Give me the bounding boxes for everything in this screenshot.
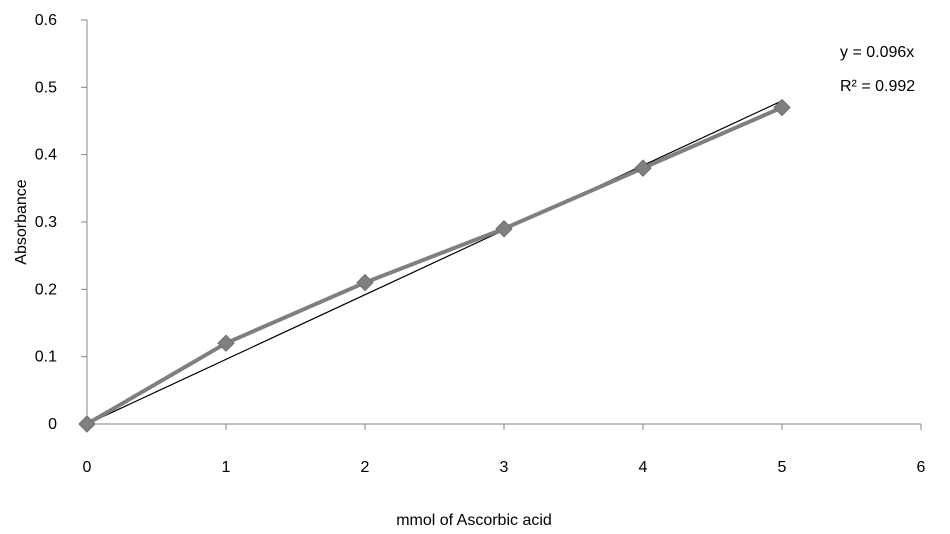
x-tick-label: 5 (778, 459, 787, 476)
y-tick-label: 0.2 (35, 281, 57, 298)
series-line (85, 105, 783, 426)
x-tick-label: 2 (361, 459, 370, 476)
trendline-r-squared: R² = 0.992 (840, 78, 915, 95)
y-tick-label: 0.6 (35, 12, 57, 29)
data-point-marker (356, 273, 374, 292)
y-axis-title: Absorbance (13, 179, 30, 264)
trendline-equation: y = 0.096x (840, 44, 914, 61)
x-tick-label: 4 (639, 459, 648, 476)
axes (81, 19, 922, 430)
x-tick-label: 1 (222, 459, 231, 476)
y-tick-label: 0.5 (35, 79, 57, 96)
marker-layer (78, 98, 791, 433)
y-tick-label: 0.3 (35, 214, 57, 231)
y-tick-label: 0.1 (35, 349, 57, 366)
y-tick-label: 0 (48, 416, 57, 433)
series-layer (85, 105, 783, 426)
data-point-marker (773, 98, 791, 117)
x-tick-label: 6 (917, 459, 926, 476)
data-point-marker (495, 220, 513, 238)
y-tick-label: 0.4 (35, 147, 57, 164)
data-point-marker (634, 159, 652, 177)
trendline (86, 100, 783, 425)
tick-labels: 0 0.1 0.2 0.3 0.4 0.5 0.6 0 1 2 3 4 5 6 (35, 12, 926, 476)
trendline-layer (86, 100, 783, 425)
data-point-marker (78, 415, 96, 433)
x-tick-label: 0 (83, 459, 92, 476)
x-tick-label: 3 (500, 459, 509, 476)
data-point-marker (217, 334, 235, 352)
x-axis-title: mmol of Ascorbic acid (396, 512, 552, 529)
